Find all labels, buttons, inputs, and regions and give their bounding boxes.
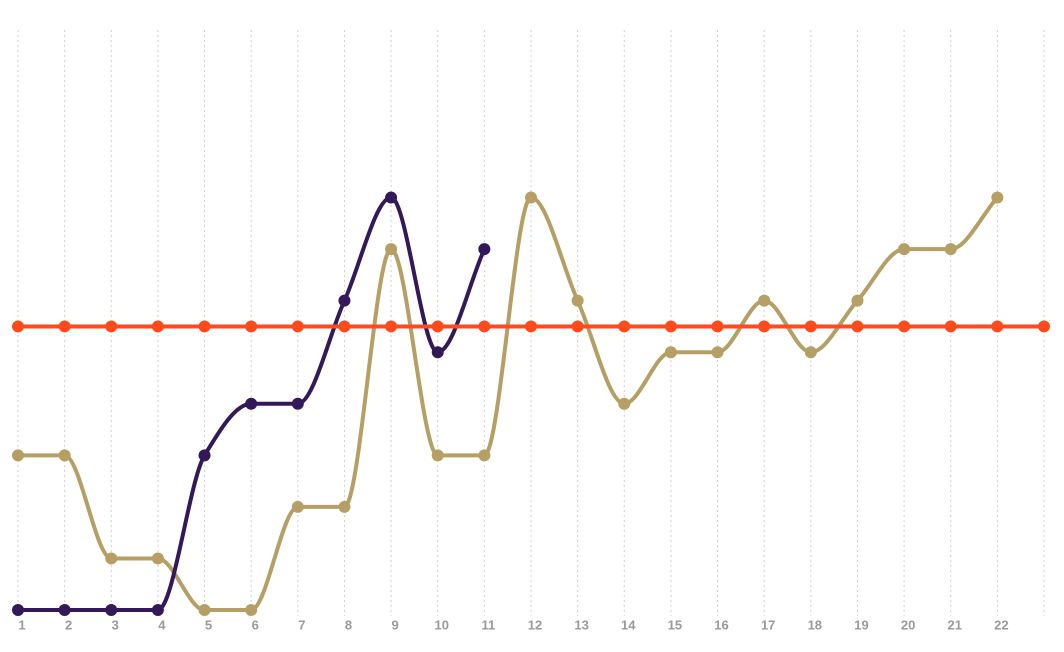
x-tick-label: 15 [668,617,682,632]
data-point [12,320,24,333]
x-tick-label: 1 [18,617,25,632]
data-point [711,346,724,359]
data-point [245,604,258,616]
data-point [151,552,164,565]
data-point [385,320,398,333]
data-point [478,243,491,256]
data-point [944,320,957,333]
data-point [245,397,258,410]
data-point [431,320,444,333]
x-tick-label: 19 [854,617,868,632]
data-point [338,320,351,333]
data-point [898,243,911,256]
data-point [525,320,537,333]
series-line [18,195,999,612]
data-point [804,320,817,333]
data-point [571,320,584,333]
x-tick-label: 10 [434,617,448,632]
data-point [338,500,351,513]
data-point [198,604,211,616]
data-point [618,320,631,333]
x-tick-label: 20 [901,617,915,632]
data-point [804,346,817,359]
x-tick-label: 11 [481,617,495,632]
data-point [991,191,1004,204]
data-point [851,294,864,307]
data-point [291,320,304,333]
data-point [664,320,677,333]
x-tick-label: 21 [947,617,961,632]
x-tick-label: 9 [391,617,398,632]
data-point [571,294,584,307]
x-tick-label: 22 [994,617,1008,632]
data-point [105,604,118,616]
data-point [385,243,398,256]
data-point [58,320,71,333]
data-point [105,320,118,333]
data-point [991,320,1004,333]
data-point [944,243,957,256]
data-point [291,500,304,513]
x-tick-label: 5 [205,617,212,632]
x-tick-label: 3 [112,617,119,632]
x-tick-label: 13 [574,617,588,632]
data-point [58,604,71,616]
data-point [431,449,444,462]
data-point [12,449,24,462]
data-point [618,397,631,410]
data-point [198,320,211,333]
data-point [851,320,864,333]
data-point [58,449,71,462]
x-tick-label: 14 [621,617,636,632]
data-point [525,191,537,204]
x-tick-label: 6 [252,617,259,632]
data-point [758,294,771,307]
data-point [245,320,258,333]
data-point [431,346,444,359]
data-point [198,449,211,462]
x-tick-label: 8 [345,617,352,632]
data-point [338,294,351,307]
data-point [291,397,304,410]
x-tick-label: 4 [158,617,166,632]
data-point [151,320,164,333]
data-point [478,449,491,462]
data-point [711,320,724,333]
x-tick-label: 17 [761,617,775,632]
data-point [1038,320,1050,333]
x-tick-label: 2 [65,617,72,632]
x-tick-label: 12 [528,617,542,632]
data-point [151,604,164,616]
x-tick-label: 16 [714,617,728,632]
data-point [898,320,911,333]
data-point [478,320,491,333]
data-point [664,346,677,359]
x-tick-label: 18 [808,617,822,632]
x-tick-label: 7 [298,617,305,632]
data-point [12,604,24,616]
data-point [105,552,118,565]
data-point [758,320,771,333]
data-point [385,191,398,204]
